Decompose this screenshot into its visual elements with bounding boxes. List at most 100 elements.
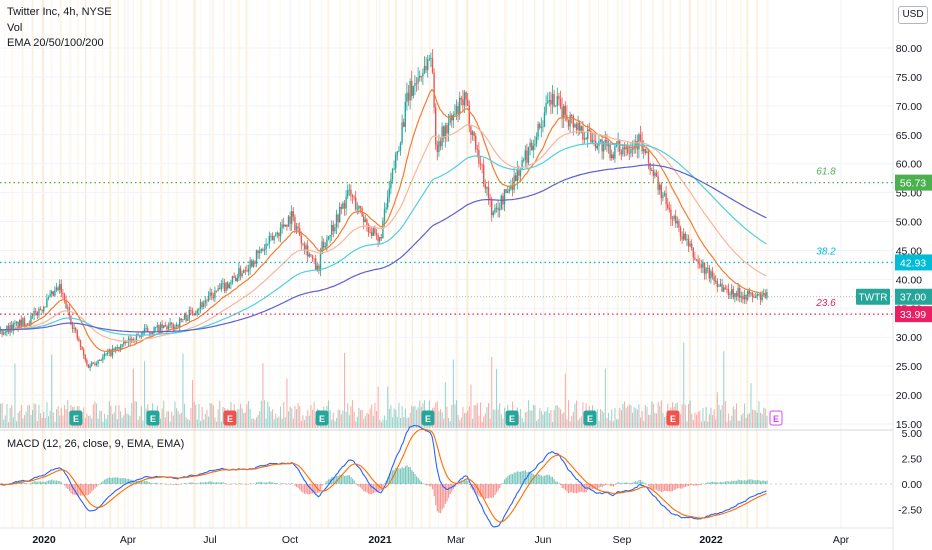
candle-body[interactable]: [486, 187, 488, 189]
candle-body[interactable]: [671, 218, 674, 220]
candle-body[interactable]: [404, 101, 406, 127]
candle-body[interactable]: [511, 185, 514, 190]
candle-body[interactable]: [259, 251, 261, 254]
earnings-marker[interactable]: E: [769, 410, 783, 426]
candle-body[interactable]: [252, 261, 254, 267]
candle-body[interactable]: [446, 125, 448, 134]
candle-body[interactable]: [695, 259, 698, 261]
candle-body[interactable]: [620, 151, 622, 155]
candle-body[interactable]: [521, 160, 523, 170]
candle-body[interactable]: [679, 227, 682, 237]
candle-body[interactable]: [177, 324, 179, 327]
candle-body[interactable]: [175, 324, 178, 327]
candle-body[interactable]: [52, 291, 54, 296]
candle-body[interactable]: [187, 318, 189, 321]
candle-body[interactable]: [169, 322, 171, 326]
candle-body[interactable]: [443, 126, 445, 139]
candle-body[interactable]: [603, 142, 605, 152]
candle-body[interactable]: [124, 340, 126, 344]
candle-body[interactable]: [403, 122, 405, 127]
candle-body[interactable]: [150, 332, 152, 334]
candle-body[interactable]: [543, 112, 546, 127]
candle-body[interactable]: [207, 296, 210, 301]
candle-body[interactable]: [460, 97, 462, 100]
candle-body[interactable]: [159, 324, 162, 333]
candle-body[interactable]: [766, 292, 768, 299]
macd-legend[interactable]: MACD (12, 26, close, 9, EMA, EMA): [7, 438, 185, 450]
candle-body[interactable]: [670, 209, 672, 219]
candle-body[interactable]: [596, 146, 598, 149]
candle-body[interactable]: [563, 105, 565, 119]
candle-body[interactable]: [462, 99, 464, 106]
candle-body[interactable]: [630, 148, 632, 154]
candle-body[interactable]: [500, 195, 502, 209]
candle-body[interactable]: [22, 318, 24, 326]
candle-body[interactable]: [95, 363, 98, 365]
candle-body[interactable]: [716, 280, 718, 287]
candle-body[interactable]: [417, 77, 419, 84]
candle-body[interactable]: [427, 59, 429, 71]
candle-body[interactable]: [244, 270, 246, 272]
candle-body[interactable]: [468, 105, 470, 127]
candle-body[interactable]: [99, 360, 101, 361]
candle-body[interactable]: [230, 282, 232, 285]
candle-body[interactable]: [423, 66, 426, 73]
candle-body[interactable]: [611, 154, 613, 159]
candle-body[interactable]: [110, 349, 112, 356]
candle-body[interactable]: [225, 282, 227, 292]
candle-body[interactable]: [283, 224, 285, 227]
candle-body[interactable]: [105, 353, 107, 355]
candle-body[interactable]: [78, 338, 80, 341]
price-axis[interactable]: 80.0075.0070.0065.0060.0055.0050.0045.00…: [896, 43, 922, 431]
candle-body[interactable]: [452, 114, 454, 121]
candle-body[interactable]: [172, 324, 174, 330]
candle-body[interactable]: [263, 249, 266, 251]
candle-body[interactable]: [492, 212, 494, 216]
candle-body[interactable]: [377, 235, 379, 242]
candle-body[interactable]: [275, 234, 277, 236]
candle-body[interactable]: [123, 340, 125, 345]
candle-body[interactable]: [711, 271, 714, 277]
candle-body[interactable]: [92, 362, 94, 364]
candle-body[interactable]: [753, 297, 755, 298]
candle-body[interactable]: [127, 338, 130, 343]
candle-body[interactable]: [305, 245, 307, 250]
candle-body[interactable]: [383, 209, 386, 221]
candle-body[interactable]: [233, 276, 235, 278]
candle-body[interactable]: [478, 150, 480, 164]
candle-body[interactable]: [646, 151, 648, 154]
candle-body[interactable]: [734, 292, 736, 298]
candle-body[interactable]: [694, 257, 696, 260]
candle-body[interactable]: [483, 165, 485, 185]
candle-body[interactable]: [726, 288, 728, 290]
candle-body[interactable]: [182, 319, 184, 321]
candle-body[interactable]: [617, 140, 619, 144]
candle-body[interactable]: [623, 147, 626, 150]
candle-body[interactable]: [303, 244, 306, 250]
candle-body[interactable]: [65, 299, 67, 309]
candle-body[interactable]: [28, 323, 30, 325]
earnings-marker[interactable]: E: [146, 410, 160, 426]
candle-body[interactable]: [279, 227, 282, 237]
candle-body[interactable]: [647, 151, 650, 164]
candle-body[interactable]: [619, 140, 621, 152]
candle-body[interactable]: [287, 216, 290, 227]
candle-body[interactable]: [431, 58, 434, 73]
candle-body[interactable]: [147, 328, 149, 332]
candle-body[interactable]: [91, 362, 93, 366]
candle-body[interactable]: [627, 146, 629, 153]
candle-body[interactable]: [668, 208, 670, 210]
candle-body[interactable]: [163, 325, 165, 328]
candle-body[interactable]: [331, 224, 333, 236]
candle-body[interactable]: [86, 360, 88, 365]
candle-body[interactable]: [107, 352, 109, 354]
candle-body[interactable]: [523, 159, 525, 161]
candle-body[interactable]: [484, 184, 486, 189]
candle-body[interactable]: [145, 328, 147, 330]
candle-body[interactable]: [388, 188, 390, 197]
candle-body[interactable]: [748, 290, 750, 294]
candle-body[interactable]: [11, 325, 13, 331]
candle-body[interactable]: [651, 170, 653, 171]
candle-body[interactable]: [46, 298, 48, 308]
candle-body[interactable]: [97, 360, 99, 364]
